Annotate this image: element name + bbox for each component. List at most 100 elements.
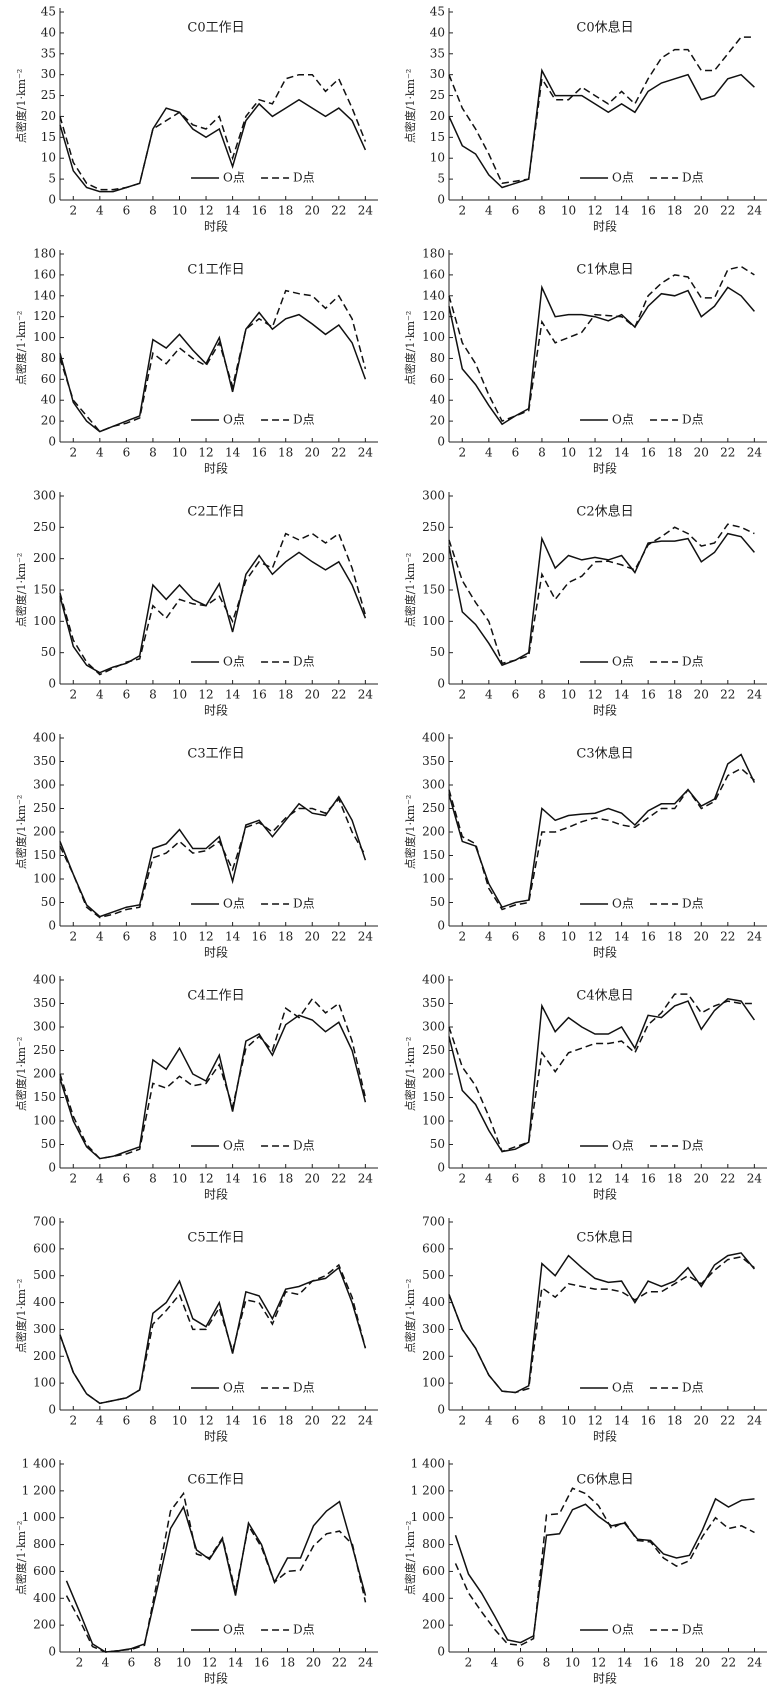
x-tick-label: 4	[96, 446, 104, 460]
y-tick-label: 10	[41, 151, 56, 165]
x-tick-label: 16	[252, 1172, 267, 1186]
y-axis-label: 点密度/1·km⁻²	[14, 311, 28, 386]
y-axis-label: 点密度/1·km⁻²	[403, 1279, 417, 1354]
y-tick-label: 200	[33, 551, 56, 565]
x-tick-label: 16	[641, 688, 656, 702]
x-tick-label: 22	[721, 1656, 736, 1670]
x-tick-label: 8	[538, 930, 546, 944]
y-tick-label: 250	[422, 1043, 445, 1057]
x-tick-label: 4	[96, 204, 104, 218]
x-tick-label: 6	[512, 1414, 520, 1428]
chart-title: C1工作日	[187, 263, 244, 278]
x-tick-label: 4	[96, 1414, 104, 1428]
x-tick-label: 24	[358, 1414, 374, 1428]
x-tick-label: 8	[149, 446, 157, 460]
y-tick-label: 45	[41, 5, 56, 19]
x-tick-label: 4	[485, 1172, 493, 1186]
x-tick-label: 2	[76, 1656, 84, 1670]
chart-title: C5休息日	[576, 1230, 633, 1246]
x-tick-label: 6	[512, 446, 520, 460]
y-tick-label: 1 000	[411, 1510, 445, 1524]
y-tick-label: 100	[33, 614, 56, 628]
x-tick-label: 10	[172, 204, 187, 218]
y-tick-label: 0	[48, 435, 56, 449]
x-tick-label: 24	[747, 930, 763, 944]
x-tick-label: 24	[358, 930, 374, 944]
x-tick-label: 18	[667, 446, 682, 460]
x-tick-label: 18	[278, 688, 293, 702]
series-line	[65, 1491, 367, 1653]
x-tick-label: 14	[225, 930, 241, 944]
x-tick-label: 14	[614, 1414, 630, 1428]
x-tick-label: 12	[202, 1656, 217, 1670]
y-tick-label: 200	[33, 825, 56, 839]
x-axis-label: 时段	[593, 945, 617, 960]
x-tick-label: 18	[278, 446, 293, 460]
y-tick-label: 300	[422, 778, 445, 792]
chart-title: C6休息日	[576, 1472, 633, 1488]
x-axis-label: 时段	[204, 1429, 228, 1444]
y-axis-label: 点密度/1·km⁻²	[14, 1037, 28, 1112]
y-axis-label: 点密度/1·km⁻²	[403, 69, 417, 144]
series-line	[454, 1497, 755, 1644]
x-tick-label: 8	[538, 1414, 546, 1428]
x-tick-label: 8	[538, 204, 546, 218]
legend-label: D点	[293, 1623, 315, 1637]
x-tick-label: 18	[278, 930, 293, 944]
series-line	[59, 1263, 367, 1405]
y-tick-label: 300	[33, 1322, 56, 1336]
x-tick-label: 10	[561, 930, 576, 944]
y-tick-label: 50	[430, 1137, 445, 1151]
y-tick-label: 0	[437, 193, 445, 207]
y-axis-label: 点密度/1·km⁻²	[403, 795, 417, 870]
x-tick-label: 8	[538, 688, 546, 702]
x-tick-label: 16	[641, 930, 656, 944]
x-tick-label: 6	[512, 204, 520, 218]
y-tick-label: 35	[41, 46, 56, 60]
legend-label: D点	[293, 897, 315, 911]
x-tick-label: 20	[694, 1414, 709, 1428]
chart-title: C0休息日	[576, 20, 633, 36]
x-tick-label: 8	[149, 1172, 157, 1186]
y-tick-label: 0	[437, 1403, 445, 1417]
legend-label: O点	[223, 413, 245, 427]
y-tick-label: 180	[33, 247, 56, 261]
x-tick-label: 10	[172, 930, 187, 944]
x-tick-label: 12	[591, 1656, 606, 1670]
x-tick-label: 24	[358, 1172, 374, 1186]
legend-label: O点	[612, 413, 634, 427]
x-tick-label: 16	[641, 446, 656, 460]
y-tick-label: 0	[437, 1161, 445, 1175]
legend-label: D点	[293, 171, 315, 185]
y-tick-label: 0	[437, 919, 445, 933]
x-tick-label: 18	[669, 1656, 684, 1670]
y-axis-label: 点密度/1·km⁻²	[403, 311, 417, 386]
y-tick-label: 250	[422, 801, 445, 815]
x-tick-label: 6	[512, 930, 520, 944]
y-tick-label: 5	[437, 172, 445, 186]
x-tick-label: 2	[458, 204, 466, 218]
x-tick-label: 16	[641, 1414, 656, 1428]
y-tick-label: 700	[422, 1215, 445, 1229]
y-tick-label: 350	[422, 754, 445, 768]
series-line	[448, 993, 755, 1153]
y-tick-label: 200	[33, 1618, 56, 1632]
x-tick-label: 14	[225, 1414, 241, 1428]
y-tick-label: 1 200	[411, 1483, 445, 1497]
legend-label: D点	[293, 655, 315, 669]
x-tick-label: 20	[694, 1172, 709, 1186]
x-tick-label: 8	[149, 1414, 157, 1428]
y-tick-label: 250	[33, 1043, 56, 1057]
y-tick-label: 200	[33, 1349, 56, 1363]
chart-title: C2工作日	[187, 505, 244, 520]
y-tick-label: 100	[33, 1376, 56, 1390]
x-tick-label: 22	[720, 1172, 735, 1186]
y-tick-label: 400	[33, 1591, 56, 1605]
x-tick-label: 4	[96, 1172, 104, 1186]
x-tick-label: 14	[225, 204, 241, 218]
x-tick-label: 10	[172, 1414, 187, 1428]
x-tick-label: 14	[225, 446, 241, 460]
x-axis-label: 时段	[204, 1671, 228, 1686]
x-tick-label: 22	[332, 1656, 347, 1670]
